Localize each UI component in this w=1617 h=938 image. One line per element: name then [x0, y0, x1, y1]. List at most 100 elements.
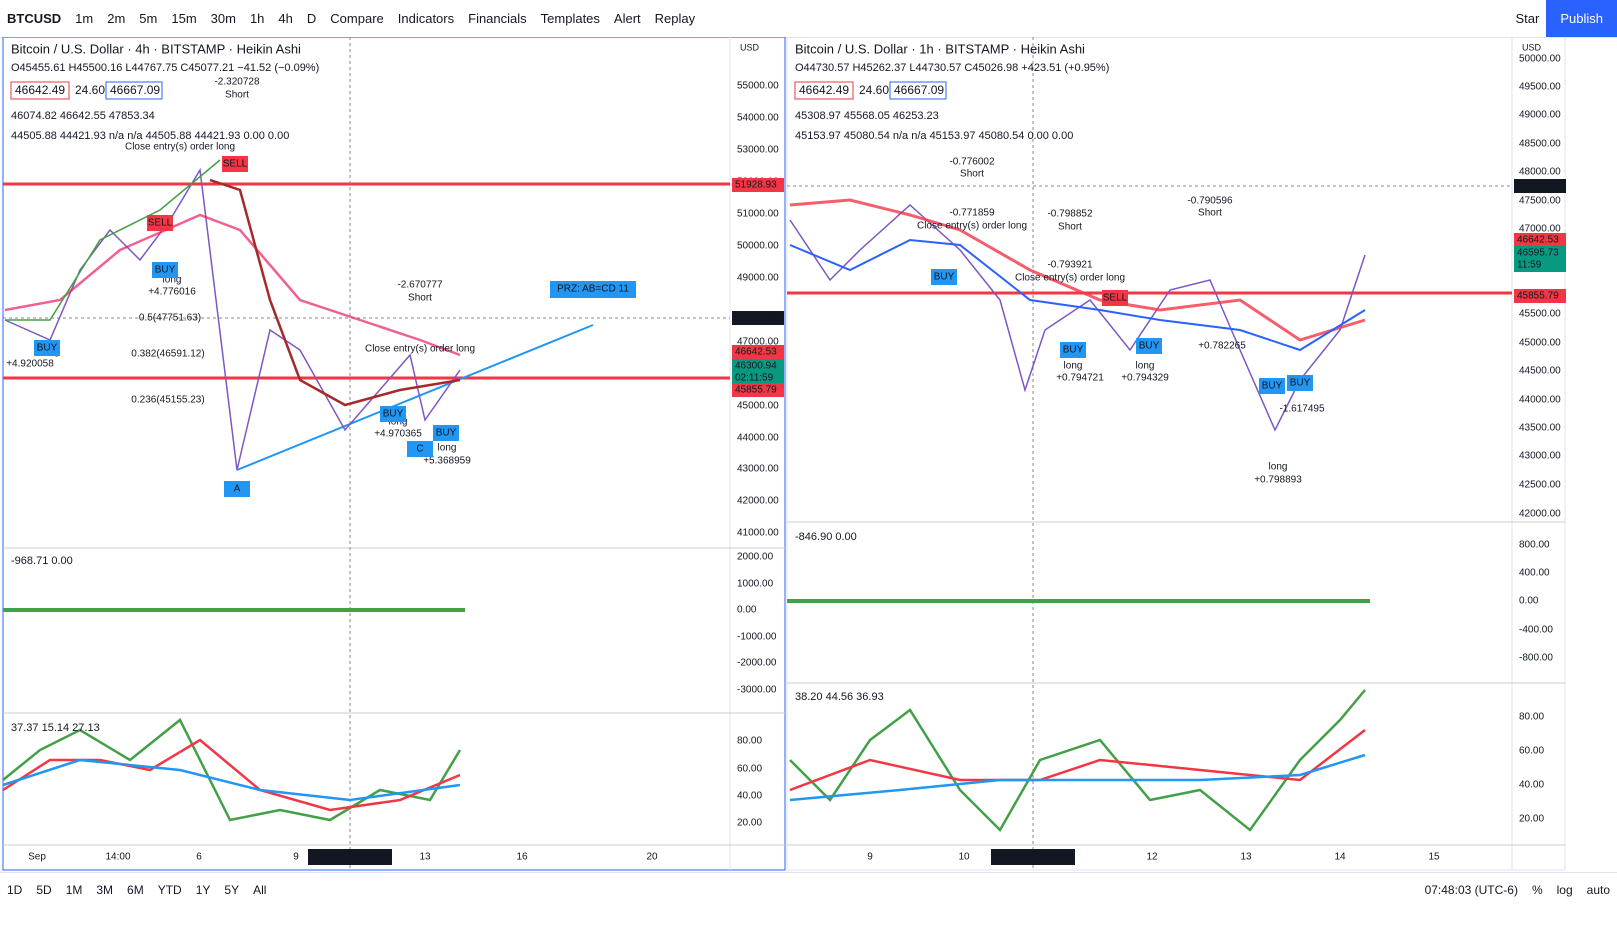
box [889, 81, 947, 100]
label: SELL [1103, 293, 1128, 304]
annotation: +4.776016 [148, 287, 196, 298]
annotation: long [389, 417, 408, 428]
annotation: long [1136, 361, 1155, 372]
time-tick: 13 [1240, 852, 1252, 863]
toolbar-item[interactable]: 3M [96, 883, 114, 897]
label: 38.20 44.56 36.93 [795, 691, 884, 703]
ind-tick: 1000.00 [737, 579, 774, 590]
toolbar-item[interactable]: Templates [540, 11, 600, 26]
annotation: 0.236(45155.23) [131, 395, 204, 406]
label: A [234, 484, 241, 495]
annotation: -0.771859 [949, 208, 994, 219]
label: BUY [383, 409, 404, 420]
time-tick: Sep [28, 852, 46, 863]
label: 46667.09 [894, 83, 944, 97]
toolbar-item[interactable]: All [253, 883, 267, 897]
price-tick: 44500.00 [1519, 366, 1561, 377]
ind-tick: 20.00 [737, 818, 762, 829]
label: 24.60 [75, 83, 105, 97]
price-tick: 48000.00 [1519, 167, 1561, 178]
box [794, 81, 854, 100]
label: BUY [934, 272, 955, 283]
toolbar-item[interactable]: 5D [36, 883, 52, 897]
toolbar-item[interactable]: 5m [139, 11, 158, 26]
ind-tick: 20.00 [1519, 814, 1544, 825]
ind-tick: 40.00 [1519, 780, 1544, 791]
toolbar-item[interactable]: YTD [157, 883, 182, 897]
price-tick: 44000.00 [1519, 395, 1561, 406]
label: 45855.79 [735, 385, 777, 396]
signal [147, 215, 173, 231]
price-tick: 42000.00 [737, 496, 779, 507]
price-tick: 50000.00 [737, 241, 779, 252]
toolbar-item[interactable]: Financials [468, 11, 527, 26]
signal [34, 340, 60, 356]
label: 45855.79 [1517, 291, 1559, 302]
toolbar: BTCUSD 1m 2m 5m 15m 30m 1h 4h D Compare Indicators… [0, 0, 1617, 38]
toolbar-item[interactable]: Indicators [397, 11, 455, 26]
toolbar-item[interactable]: 30m [210, 11, 236, 26]
signal [224, 481, 250, 497]
price-tick: 49000.00 [1519, 110, 1561, 121]
label: C [416, 444, 423, 455]
tag-bg [732, 178, 784, 192]
toolbar-item[interactable]: auto [1586, 883, 1610, 897]
annotation: -0.793921 [1047, 260, 1092, 271]
annotation: -0.790596 [1187, 196, 1232, 207]
tag-bg [732, 311, 784, 325]
ind-tick: 80.00 [737, 736, 762, 747]
label: PRZ: AB=CD 11 [557, 284, 629, 295]
annotation: Close entry(s) order long [917, 221, 1027, 232]
annotation: -2.670777 [397, 280, 442, 291]
price-tick: 51000.00 [737, 209, 779, 220]
time-tick: 6 [196, 852, 202, 863]
toolbar-item[interactable]: 1M [65, 883, 83, 897]
tag-bg [1514, 179, 1566, 193]
signal [433, 425, 459, 441]
toolbar-item[interactable]: 15m [171, 11, 197, 26]
toolbar-item[interactable]: Replay [654, 11, 696, 26]
left-pane [2, 37, 786, 871]
ind-tick: -2000.00 [737, 658, 777, 669]
chart-title: Bitcoin / U.S. Dollar · 4h · BITSTAMP · … [11, 41, 301, 56]
toolbar-item[interactable]: log [1556, 883, 1573, 897]
label: -968.71 0.00 [11, 555, 73, 567]
toolbar-item[interactable]: 5Y [224, 883, 240, 897]
price-tick: 45000.00 [1519, 338, 1561, 349]
toolbar-item[interactable]: Compare [330, 11, 384, 26]
toolbar-item[interactable]: 1D [7, 883, 23, 897]
label: 47773.90 [1517, 181, 1559, 192]
toolbar-item[interactable]: Star [1515, 11, 1540, 26]
time-tick: 9 [867, 852, 873, 863]
toolbar-item[interactable]: Publish [1546, 0, 1617, 37]
toolbar-item[interactable]: 2m [107, 11, 126, 26]
price-tick: 53000.00 [737, 145, 779, 156]
ind-tick: 80.00 [1519, 712, 1544, 723]
signal [152, 262, 178, 278]
signal [1102, 290, 1128, 306]
toolbar-item[interactable]: Alert [613, 11, 641, 26]
label: 37.37 15.14 27.13 [11, 722, 100, 734]
toolbar-item[interactable]: 1m [75, 11, 94, 26]
label: 46642.53 [1517, 235, 1559, 246]
signal [1287, 375, 1313, 391]
toolbar-item[interactable]: 07:48:03 (UTC-6) [1424, 883, 1518, 897]
toolbar-item[interactable]: 1h [249, 11, 265, 26]
toolbar-item[interactable]: D [306, 11, 317, 26]
label: 46595.73 [1517, 248, 1559, 259]
toolbar-item[interactable]: % [1531, 883, 1543, 897]
annotation: +4.920058 [6, 359, 54, 370]
toolbar-item[interactable]: 4h [278, 11, 293, 26]
toolbar-item[interactable]: BTCUSD [7, 11, 62, 26]
annotation: Short [408, 293, 432, 304]
toolbar-item[interactable]: 6M [127, 883, 144, 897]
label: 46300.94 [735, 361, 777, 372]
price-tick: 41000.00 [737, 528, 779, 539]
annotation: Short [225, 90, 249, 101]
toolbar-item[interactable]: 1Y [195, 883, 211, 897]
label: 47773.90 [735, 313, 777, 324]
price-tick: 55000.00 [737, 81, 779, 92]
time-tick: 10 [958, 852, 970, 863]
label: USD [1522, 42, 1542, 52]
label: BUY [1290, 378, 1311, 389]
